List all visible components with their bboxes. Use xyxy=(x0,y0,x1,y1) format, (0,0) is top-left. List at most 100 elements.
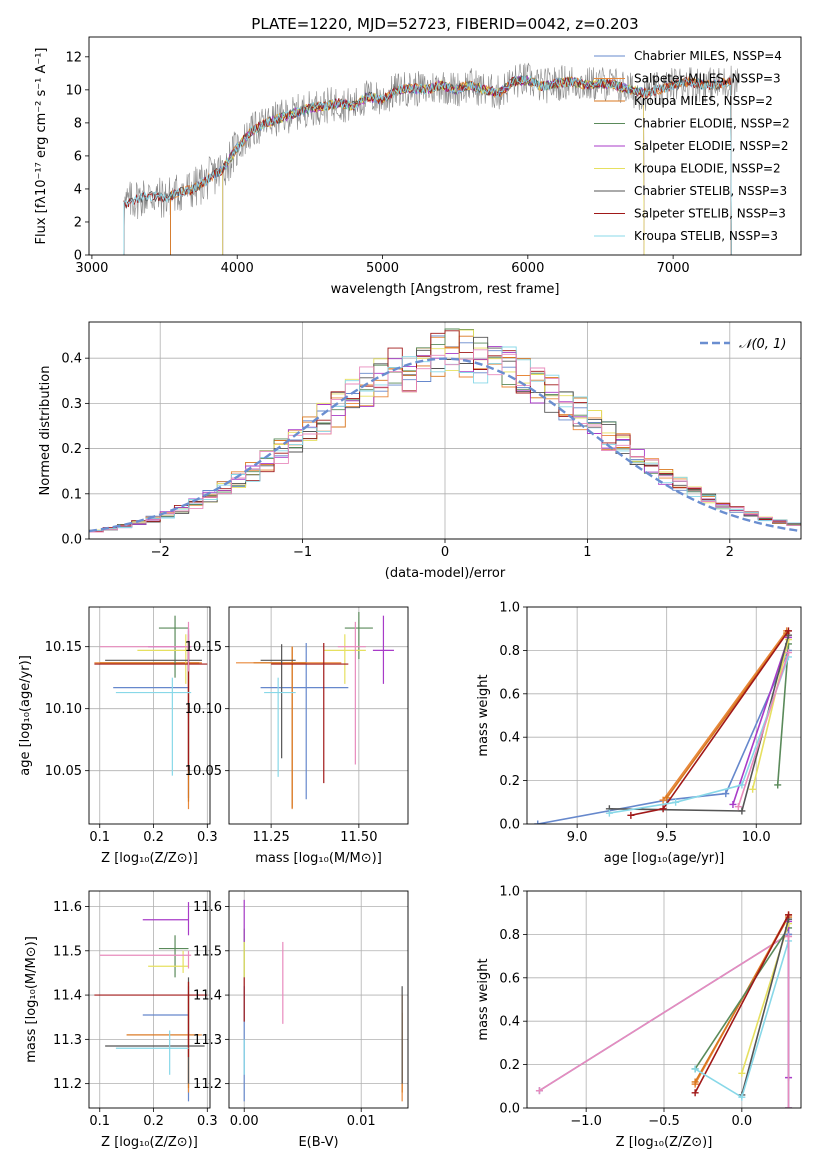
y-axis-label: age [log₁₀(age/yr)] xyxy=(18,655,33,776)
weight-marker xyxy=(663,794,671,802)
axes-frame xyxy=(228,606,409,825)
x-axis-label: Z [log₁₀(Z/Z⊙)] xyxy=(101,1135,198,1150)
y-tick-label: 0.4 xyxy=(499,1015,520,1030)
y-tick-label: 10.15 xyxy=(45,640,82,655)
y-tick-label: 12 xyxy=(65,50,82,65)
plot-area xyxy=(123,62,739,255)
y-tick-label: 10.05 xyxy=(185,764,222,779)
x-tick-label: −1 xyxy=(293,545,312,560)
weight-marker xyxy=(738,807,746,815)
x-tick-label: −1.0 xyxy=(570,1114,602,1129)
y-tick-label: 10.05 xyxy=(45,764,82,779)
weight-line-salpeter-stelib xyxy=(694,914,790,1094)
normal-curve xyxy=(89,357,801,533)
panel-weight_vs_Z: −1.0 −0.5 0.0 0.0 0.2 0.4 0.6 0.8 1.0 Z [log₁₀(Z/… xyxy=(476,885,802,1150)
y-tick-label: 10 xyxy=(65,83,82,98)
x-tick-label: 0.1 xyxy=(89,830,110,845)
legend-label: Chabrier MILES, NSSP=4 xyxy=(634,49,782,63)
axes-frame xyxy=(88,321,802,540)
panel-age_vs_Z: 0.1 0.2 0.3 10.05 10.10 10.15 Z [log₁₀(Z/Z⊙)] a… xyxy=(18,606,218,866)
x-tick-label: 0.3 xyxy=(197,830,218,845)
weight-marker xyxy=(784,627,792,635)
weight-marker xyxy=(785,911,793,919)
y-tick-label: 0.4 xyxy=(61,352,82,367)
x-axis-label: mass [log₁₀(M/M⊙)] xyxy=(255,851,382,866)
y-tick-label: 8 xyxy=(74,116,82,131)
legend-label: Salpeter ELODIE, NSSP=2 xyxy=(634,139,789,153)
x-axis-label: Z [log₁₀(Z/Z⊙)] xyxy=(101,851,198,866)
weight-marker xyxy=(691,1089,699,1097)
y-tick-label: 11.2 xyxy=(193,1077,222,1092)
y-tick-label: 10.15 xyxy=(185,640,222,655)
x-tick-label: 9.0 xyxy=(567,830,588,845)
y-tick-label: 0.0 xyxy=(499,1102,520,1117)
x-tick-label: 0.0 xyxy=(731,1114,752,1129)
y-tick-label: 2 xyxy=(74,215,82,230)
weight-marker xyxy=(722,790,730,798)
x-tick-label: 0 xyxy=(441,545,449,560)
y-axis-label: mass [log₁₀(M/M⊙)] xyxy=(24,936,39,1063)
plot-area xyxy=(94,615,208,810)
axes-frame xyxy=(526,606,802,825)
legend-label: Kroupa STELIB, NSSP=3 xyxy=(634,229,778,243)
x-axis-label: wavelength [Angstrom, rest frame] xyxy=(331,282,560,297)
x-tick-label: 4000 xyxy=(221,261,254,276)
legend-label: Salpeter MILES, NSSP=3 xyxy=(634,72,781,86)
axes-frame xyxy=(88,890,211,1109)
weight-marker xyxy=(672,798,680,806)
panel-residuals: −2 −1 0 1 2 0.0 0.1 0.2 0.3 0.4 (data-model)/error… xyxy=(38,321,802,581)
y-tick-label: 11.5 xyxy=(53,944,82,959)
weight-marker xyxy=(774,781,782,789)
weight-marker xyxy=(659,796,667,804)
y-tick-label: 0.2 xyxy=(499,1058,520,1073)
plot-area xyxy=(236,611,394,810)
x-tick-label: 0.01 xyxy=(347,1114,376,1129)
y-tick-label: 4 xyxy=(74,182,82,197)
plot-area xyxy=(535,911,793,1108)
axes-frame xyxy=(228,890,409,1109)
x-axis-label: age [log₁₀(age/yr)] xyxy=(604,851,725,866)
weight-marker xyxy=(749,785,757,793)
weight-line-salpeter-elodie xyxy=(732,637,790,805)
axes-frame xyxy=(88,606,211,825)
weight-line-chabrier-elodie xyxy=(694,927,790,1070)
y-tick-label: 1.0 xyxy=(499,885,520,900)
x-tick-label: 1 xyxy=(583,545,591,560)
y-tick-label: 1.0 xyxy=(499,601,520,616)
legend-label: Salpeter STELIB, NSSP=3 xyxy=(634,207,786,221)
axes-frame xyxy=(88,36,802,256)
legend: Chabrier MILES, NSSP=4 Salpeter MILES, NS… xyxy=(594,49,790,243)
weight-marker xyxy=(534,820,542,824)
weight-marker xyxy=(691,1065,699,1073)
panel-mass_vs_Z: 0.1 0.2 0.3 11.2 11.3 11.4 11.5 11.6 Z [log₁₀(Z/… xyxy=(24,890,218,1150)
x-tick-label: 2 xyxy=(726,545,734,560)
legend-label: Kroupa ELODIE, NSSP=2 xyxy=(634,162,781,176)
x-tick-label: 5000 xyxy=(366,261,399,276)
weight-marker xyxy=(605,809,613,817)
weight-marker xyxy=(738,781,746,789)
x-tick-label: 0.2 xyxy=(143,1114,164,1129)
legend-label: Chabrier ELODIE, NSSP=2 xyxy=(634,117,790,131)
y-tick-label: 0.8 xyxy=(499,928,520,943)
plot-area xyxy=(243,899,403,1102)
y-tick-label: 6 xyxy=(74,149,82,164)
x-tick-label: 9.5 xyxy=(656,830,677,845)
y-tick-label: 11.3 xyxy=(53,1033,82,1048)
weight-line-chabrier-stelib xyxy=(609,634,790,812)
y-tick-label: 0.6 xyxy=(499,971,520,986)
legend: 𝒩(0, 1) xyxy=(700,337,786,352)
model-line-kroupa-stelib xyxy=(123,75,732,255)
panel-age_vs_mass: 11.25 11.50 10.05 10.10 10.15 mass [log₁₀(M/M… xyxy=(185,606,409,866)
histogram-salpeter-stelib xyxy=(89,330,801,532)
weight-marker xyxy=(738,1093,746,1101)
y-tick-label: 0.8 xyxy=(499,644,520,659)
weight-marker xyxy=(784,649,792,657)
x-axis-label: (data-model)/error xyxy=(385,566,506,581)
y-tick-label: 10.10 xyxy=(45,702,82,717)
weight-marker xyxy=(691,1078,699,1086)
y-tick-label: 10.10 xyxy=(185,702,222,717)
panel-weight_vs_age: 9.0 9.5 10.0 0.0 0.2 0.4 0.6 0.8 1.0 age [log₁₀(a… xyxy=(476,601,802,866)
y-axis-label: Normed distribution xyxy=(38,366,53,496)
weight-line-pink xyxy=(539,933,789,1092)
